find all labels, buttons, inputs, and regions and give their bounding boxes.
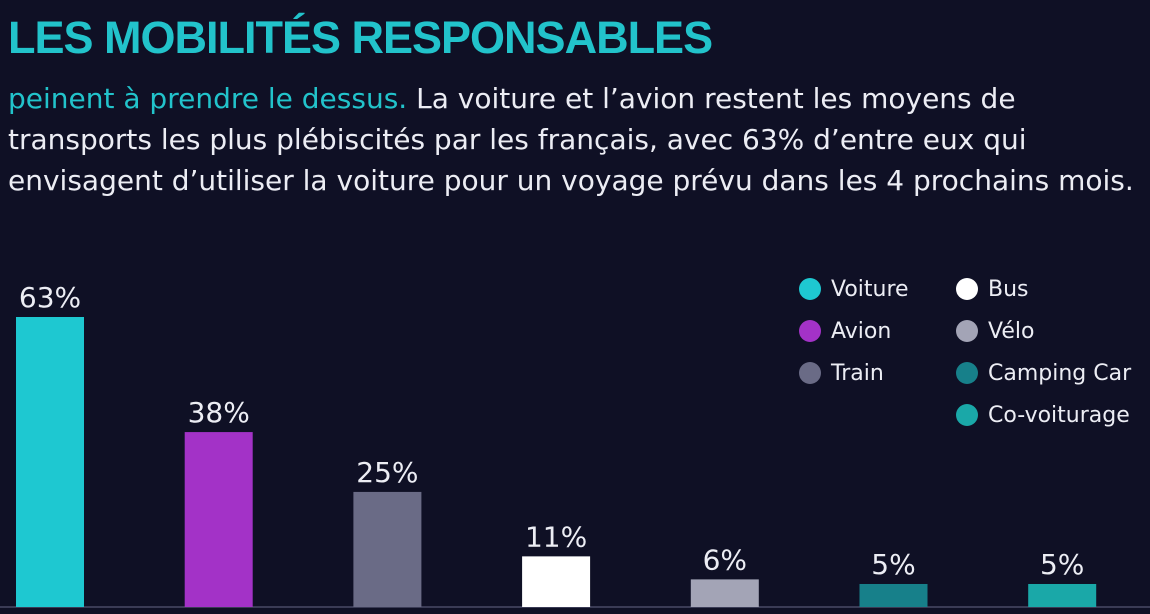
legend-label: Train xyxy=(831,360,884,386)
bar-bus xyxy=(522,556,591,607)
legend-swatch xyxy=(799,278,821,300)
legend-item: Train xyxy=(799,352,909,394)
intro-body: La voiture et l’avion restent les moyens… xyxy=(8,82,1134,197)
legend-item: Bus xyxy=(956,268,1131,310)
legend-label: Co-voiturage xyxy=(988,402,1130,428)
bar-avion xyxy=(184,432,253,607)
intro-text: peinent à prendre le dessus. La voiture … xyxy=(8,78,1148,201)
intro-lead: peinent à prendre le dessus. xyxy=(8,82,408,115)
bar-co-voiturage xyxy=(1028,583,1097,607)
legend-col-1: Voiture Avion Train xyxy=(799,268,909,394)
data-label: 25% xyxy=(356,456,418,489)
legend-swatch xyxy=(956,278,978,300)
bar-v-lo xyxy=(690,579,759,607)
legend-label: Camping Car xyxy=(988,360,1132,386)
legend-label: Bus xyxy=(988,276,1029,302)
legend-item: Avion xyxy=(799,310,909,352)
legend-item: Voiture xyxy=(799,268,909,310)
legend-item: Vélo xyxy=(956,310,1131,352)
legend-swatch xyxy=(799,320,821,342)
legend-swatch xyxy=(956,320,978,342)
legend-item: Camping Car xyxy=(956,352,1131,394)
data-label: 6% xyxy=(703,543,747,576)
data-label: 63% xyxy=(19,281,81,314)
data-label: 38% xyxy=(188,396,250,429)
bar-camping-car xyxy=(859,583,928,607)
data-label: 5% xyxy=(1040,548,1084,581)
bar-chart: 63% 38% 25% 11% 6% 5% 5% xyxy=(0,281,1150,608)
legend-label: Vélo xyxy=(988,318,1035,344)
bar-voiture xyxy=(16,317,84,607)
data-label: 11% xyxy=(525,520,587,553)
data-label: 5% xyxy=(871,548,915,581)
bar-train xyxy=(353,491,422,607)
legend-label: Voiture xyxy=(831,276,909,302)
legend-label: Avion xyxy=(831,318,892,344)
legend-item: Co-voiturage xyxy=(956,394,1131,436)
legend-swatch xyxy=(956,404,978,426)
legend-swatch xyxy=(799,362,821,384)
page-title: LES MOBILITÉS RESPONSABLES xyxy=(8,12,713,63)
legend-swatch xyxy=(956,362,978,384)
legend-col-2: Bus Vélo Camping Car Co-voiturage xyxy=(956,268,1131,436)
